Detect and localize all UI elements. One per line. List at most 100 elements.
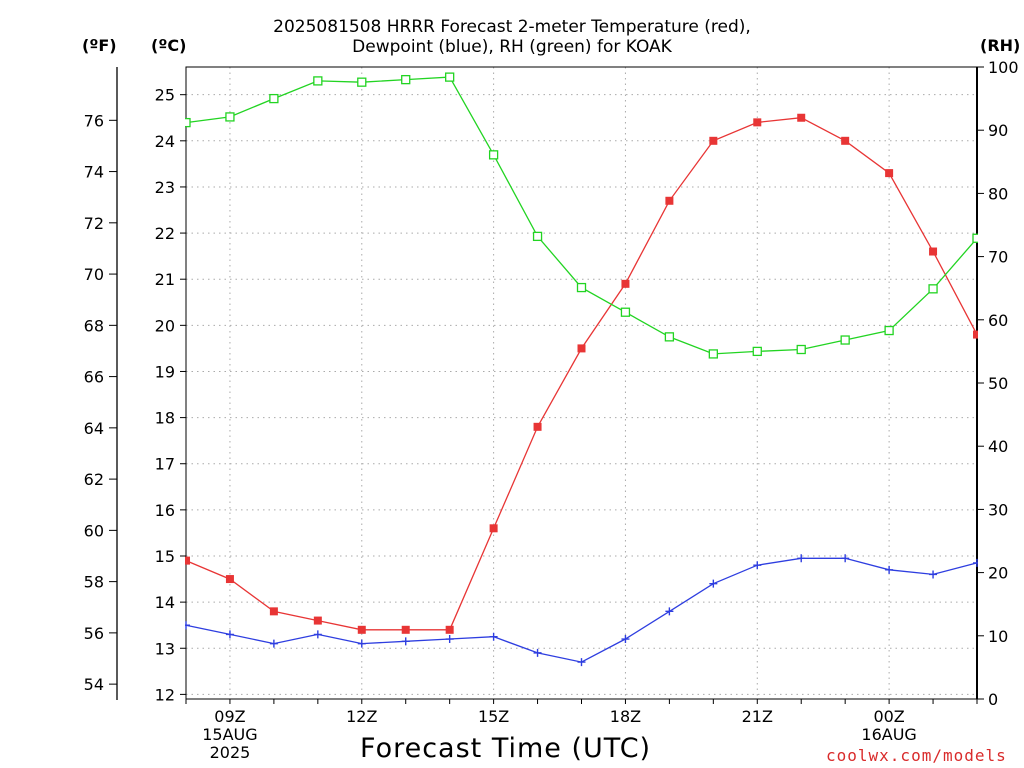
temperature-point	[533, 422, 542, 431]
temperature-series-line	[185, 117, 978, 631]
f-tick-label: 56	[84, 624, 104, 643]
rh-tick-label: 60	[988, 311, 1008, 330]
rh-tick-label: 10	[988, 627, 1008, 646]
f-tick-label: 72	[84, 214, 104, 233]
rh-point	[576, 282, 587, 293]
f-tick-label: 74	[84, 163, 104, 182]
dewpoint-point	[185, 621, 190, 630]
rh-point	[796, 344, 806, 355]
c-tick-label: 18	[155, 409, 175, 428]
x-tick-label: 16AUG	[861, 725, 916, 744]
c-tick-label: 12	[155, 685, 175, 704]
x-tick-label: 12Z	[346, 707, 377, 726]
rh-tick-label: 0	[988, 690, 998, 709]
rh-point	[488, 150, 499, 160]
temperature-point	[489, 524, 498, 533]
c-tick-label: 15	[155, 547, 175, 566]
c-tick-label: 17	[155, 455, 175, 474]
temperature-point	[401, 625, 410, 634]
rh-point	[664, 332, 675, 342]
x-tick-label: 09Z	[214, 707, 245, 726]
dewpoint-series-line	[185, 557, 978, 663]
rh-point	[928, 284, 938, 294]
rh-point	[269, 93, 279, 104]
rh-unit-label: (RH)	[980, 36, 1021, 55]
f-tick-label: 60	[84, 521, 104, 540]
x-tick-label: 00Z	[873, 707, 904, 726]
chart-title-line1: 2025081508 HRRR Forecast 2-meter Tempera…	[273, 17, 751, 37]
temperature-point	[929, 247, 938, 256]
temperature-point	[445, 625, 454, 634]
rh-point	[532, 231, 543, 242]
c-tick-label: 13	[155, 639, 175, 658]
c-tick-label: 23	[155, 178, 175, 197]
rh-point	[840, 335, 850, 345]
temperature-point	[313, 616, 322, 625]
f-tick-label: 54	[84, 675, 104, 694]
c-tick-label: 14	[155, 593, 175, 612]
dewpoint-point	[489, 632, 498, 641]
rh-tick-label: 90	[988, 121, 1008, 140]
chart-title-line2: Dewpoint (blue), RH (green) for KOAK	[352, 37, 672, 57]
credit-text: coolwx.com/models	[826, 746, 1007, 765]
f-tick-label: 68	[84, 316, 104, 335]
rh-tick-label: 30	[988, 500, 1008, 519]
dewpoint-point	[313, 630, 322, 639]
dewpoint-point	[797, 554, 806, 563]
f-tick-label: 76	[84, 111, 104, 130]
x-tick-label: 21Z	[742, 707, 773, 726]
rh-tick-label: 100	[988, 58, 1019, 77]
rh-tick-label: 80	[988, 184, 1008, 203]
f-tick-label: 58	[84, 573, 104, 592]
rh-point	[752, 346, 762, 357]
x-tick-label: 2025	[210, 743, 251, 762]
temperature-point	[753, 118, 762, 127]
x-tick-label: 15Z	[478, 707, 509, 726]
rh-point	[972, 233, 978, 243]
x-tick-label: 18Z	[610, 707, 641, 726]
rh-point	[225, 112, 235, 122]
rh-tick-label: 70	[988, 248, 1008, 267]
c-tick-label: 19	[155, 362, 175, 381]
dewpoint-point	[973, 558, 978, 567]
rh-series-line	[185, 76, 978, 355]
x-axis-label: Forecast Time (UTC)	[360, 733, 652, 764]
dewpoint-point	[533, 648, 542, 657]
rh-tick-label: 40	[988, 437, 1008, 456]
rh-point	[313, 76, 323, 86]
temperature-point	[797, 113, 806, 122]
temperature-point	[357, 625, 366, 634]
f-tick-label: 64	[84, 419, 104, 438]
f-tick-label: 62	[84, 470, 104, 489]
dewpoint-point	[401, 637, 410, 646]
temperature-point	[973, 330, 978, 339]
temperature-point	[841, 136, 850, 145]
dewpoint-point	[225, 630, 234, 639]
temperature-point	[225, 575, 234, 584]
dewpoint-point	[665, 607, 674, 616]
dewpoint-point	[445, 635, 454, 644]
c-tick-label: 21	[155, 270, 175, 289]
c-tick-label: 24	[155, 132, 175, 151]
plot-frame	[185, 66, 978, 700]
x-tick-label: 15AUG	[202, 725, 257, 744]
dewpoint-point	[929, 570, 938, 579]
rh-point	[708, 349, 718, 359]
dewpoint-point	[709, 579, 718, 588]
c-tick-label: 25	[155, 86, 175, 105]
temperature-point	[709, 136, 718, 145]
rh-tick-label: 20	[988, 564, 1008, 583]
rh-point	[185, 117, 191, 128]
temperature-point	[621, 279, 630, 288]
temperature-point	[665, 196, 674, 205]
celsius-unit-label: (ºC)	[151, 36, 187, 55]
f-tick-label: 66	[84, 368, 104, 387]
temperature-point	[885, 169, 894, 178]
dewpoint-point	[269, 639, 278, 648]
temperature-point	[269, 607, 278, 616]
dewpoint-point	[841, 554, 850, 563]
rh-point	[357, 77, 367, 87]
rh-point	[620, 307, 631, 317]
rh-point	[445, 72, 455, 82]
